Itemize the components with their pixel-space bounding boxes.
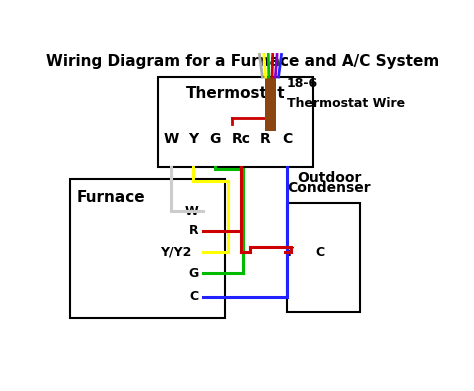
Text: Outdoor: Outdoor: [297, 171, 362, 185]
Text: W: W: [185, 204, 199, 217]
Text: Rc: Rc: [232, 132, 251, 146]
Text: Y: Y: [284, 246, 293, 259]
Text: 18-6: 18-6: [287, 77, 318, 90]
Text: Furnace: Furnace: [76, 190, 145, 205]
Text: Y/Y2: Y/Y2: [160, 246, 191, 259]
Bar: [265, 77, 275, 131]
Text: C: C: [190, 290, 199, 303]
Text: C: C: [316, 246, 325, 259]
Text: C: C: [282, 132, 292, 146]
Bar: [70, 179, 225, 318]
Text: G: G: [210, 132, 221, 146]
Text: G: G: [189, 267, 199, 280]
Text: Y: Y: [188, 132, 199, 146]
Text: Condenser: Condenser: [287, 181, 371, 196]
Text: R: R: [189, 224, 199, 237]
Text: R: R: [260, 132, 270, 146]
Text: Wiring Diagram for a Furnace and A/C System: Wiring Diagram for a Furnace and A/C Sys…: [46, 54, 439, 70]
Bar: [287, 203, 360, 312]
Text: Thermostat Wire: Thermostat Wire: [287, 97, 405, 109]
Text: Thermostat: Thermostat: [186, 86, 285, 101]
Text: W: W: [164, 132, 179, 146]
Bar: [158, 77, 313, 167]
